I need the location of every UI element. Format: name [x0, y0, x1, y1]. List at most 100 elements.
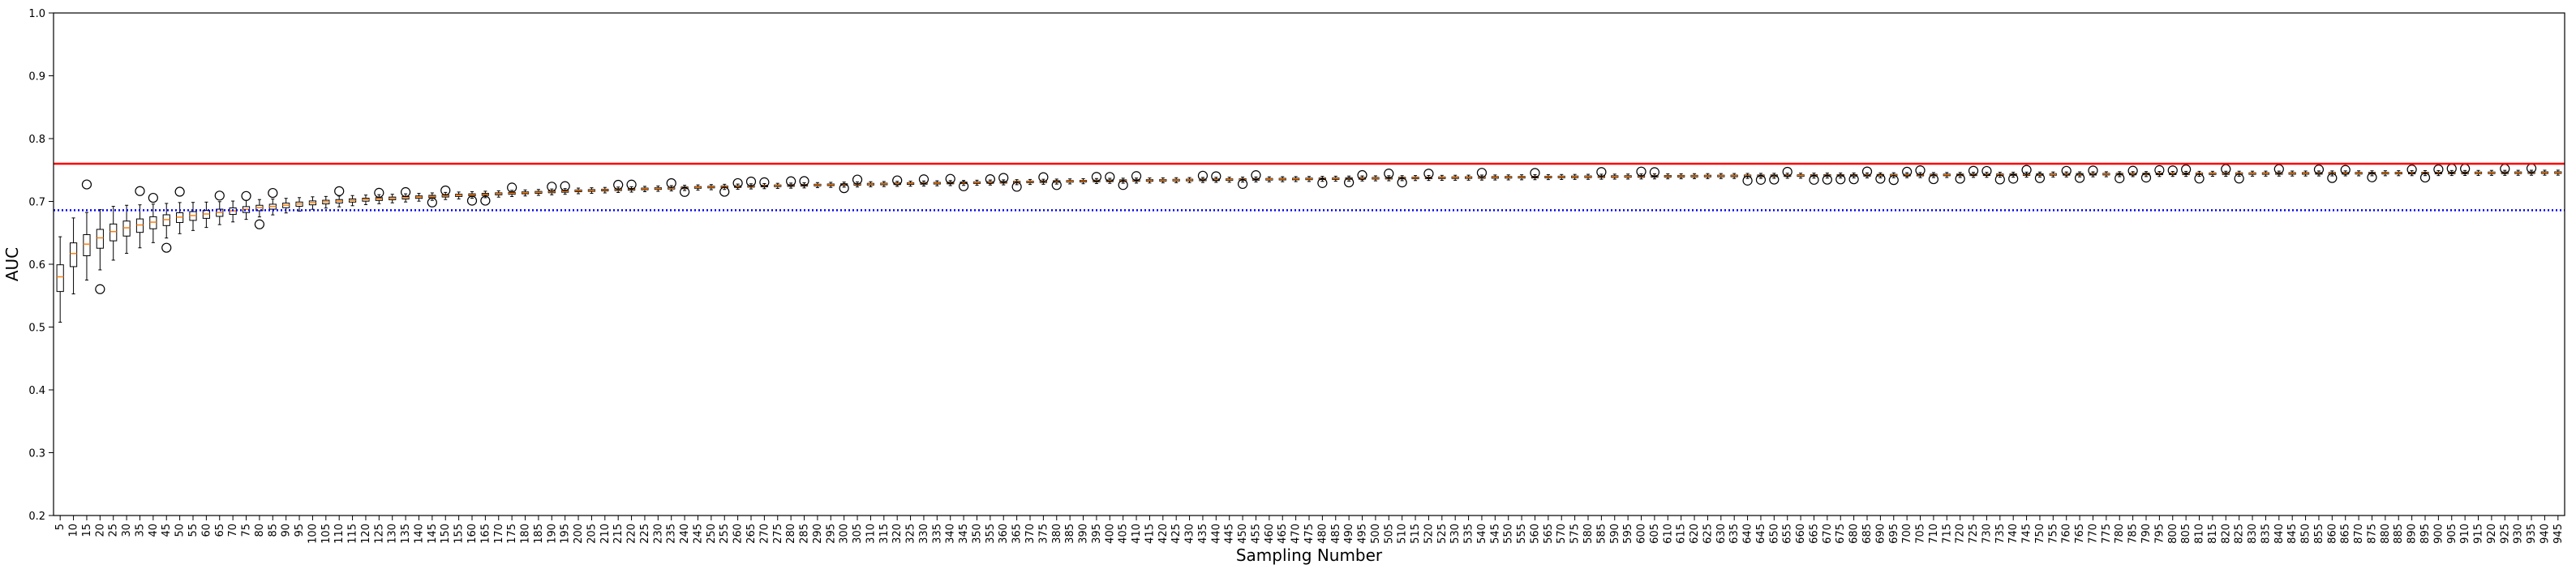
- x-tick-label: 800: [2167, 524, 2179, 544]
- x-tick-label: 325: [905, 524, 917, 544]
- outlier-point: [2154, 165, 2165, 175]
- x-tick-label: 550: [1503, 524, 1515, 544]
- outlier-point: [2140, 172, 2152, 183]
- x-tick-label: 470: [1290, 524, 1303, 544]
- x-tick-label: 260: [732, 524, 745, 544]
- outlier-point: [759, 177, 770, 187]
- x-tick-label: 865: [2340, 524, 2352, 544]
- outlier-point: [1848, 174, 1859, 185]
- outlier-point: [1476, 168, 1488, 178]
- outlier-point: [1596, 167, 1607, 178]
- x-tick-label: 15: [81, 524, 93, 537]
- x-tick-label: 270: [758, 524, 771, 544]
- outlier-point: [1237, 178, 1248, 190]
- x-tick-label: 115: [347, 524, 359, 544]
- x-tick-label: 540: [1476, 524, 1488, 544]
- y-axis-label: AUC: [2, 247, 22, 281]
- outlier-point: [2194, 173, 2205, 184]
- outlier-point: [1211, 171, 1221, 182]
- x-tick-label: 930: [2513, 524, 2525, 544]
- x-tick-label: 545: [1489, 524, 1501, 544]
- x-tick-label: 515: [1410, 524, 1422, 544]
- x-tick-label: 65: [214, 524, 226, 537]
- x-tick-label: 860: [2326, 524, 2338, 544]
- x-tick-label: 940: [2539, 524, 2551, 544]
- y-tick-label: 0.4: [28, 385, 45, 397]
- x-tick-label: 855: [2313, 524, 2325, 544]
- x-tick-label: 200: [573, 524, 585, 544]
- x-tick-label: 475: [1303, 524, 1316, 544]
- outlier-point: [2181, 164, 2192, 175]
- outlier-point: [2327, 173, 2338, 183]
- outlier-point: [1822, 174, 1832, 185]
- x-tick-label: 105: [320, 524, 333, 544]
- outlier-point: [466, 195, 478, 206]
- outlier-point: [666, 178, 676, 189]
- x-tick-label: 245: [692, 524, 704, 544]
- x-tick-label: 495: [1357, 524, 1369, 544]
- x-tick-label: 370: [1024, 524, 1037, 544]
- x-tick-label: 215: [612, 524, 625, 544]
- y-axis: 0.2 0.3 0.4 0.5 0.6 0.7 0.8 0.9 1.0: [28, 8, 54, 523]
- outlier-point: [1809, 174, 1819, 185]
- reference-lines: [54, 162, 2565, 212]
- x-tick-label: 845: [2286, 524, 2299, 544]
- outlier-point: [507, 182, 517, 193]
- x-tick-label: 405: [1118, 524, 1130, 544]
- outlier-point: [1755, 174, 1767, 185]
- x-tick-label: 835: [2260, 524, 2272, 544]
- outlier-point: [719, 186, 730, 197]
- x-tick-label: 25: [108, 524, 120, 537]
- outlier-point: [1782, 166, 1792, 178]
- outlier-point: [2340, 165, 2351, 175]
- outlier-point: [958, 181, 969, 191]
- x-tick-label: 895: [2419, 524, 2432, 544]
- x-tick-label: 600: [1636, 524, 1648, 544]
- x-tick-label: 165: [479, 524, 492, 544]
- x-tick-label: 750: [2034, 524, 2046, 544]
- outlier-point: [2167, 165, 2178, 176]
- x-tick-label: 590: [1609, 524, 1621, 544]
- outlier-point: [613, 179, 624, 190]
- x-tick-label: 345: [958, 524, 970, 544]
- outlier-point: [2088, 165, 2098, 176]
- x-tick-label: 390: [1078, 524, 1090, 544]
- x-tick-label: 705: [1915, 524, 1927, 544]
- x-tick-label: 430: [1184, 524, 1196, 544]
- outlier-point: [1968, 165, 1979, 176]
- outlier-point: [95, 284, 105, 294]
- x-tick-label: 460: [1264, 524, 1276, 544]
- x-tick-label: 500: [1370, 524, 1382, 544]
- outlier-point: [2406, 165, 2417, 175]
- outlier-point: [81, 179, 92, 190]
- x-tick-label: 330: [918, 524, 930, 544]
- outlier-point: [161, 242, 172, 253]
- x-tick-label: 80: [254, 524, 266, 537]
- x-tick-label: 525: [1436, 524, 1449, 544]
- outlier-point: [2433, 164, 2444, 175]
- outlier-point: [1888, 175, 1899, 186]
- x-tick-label: 745: [2021, 524, 2033, 544]
- x-tick-label: 670: [1822, 524, 1834, 544]
- outlier-point: [1105, 172, 1115, 182]
- x-tick-label: 280: [785, 524, 797, 544]
- x-tick-label: 145: [427, 524, 439, 544]
- x-tick-label: 305: [852, 524, 864, 544]
- x-tick-label: 365: [1011, 524, 1024, 544]
- outlier-point: [1317, 178, 1328, 188]
- outlier-point: [1118, 180, 1128, 190]
- x-tick-label: 555: [1516, 524, 1528, 544]
- x-tick-label: 110: [333, 524, 346, 544]
- x-tick-label: 220: [626, 524, 638, 544]
- x-tick-label: 395: [1091, 524, 1103, 544]
- x-tick-label: 825: [2234, 524, 2246, 544]
- x-tick-label: 595: [1622, 524, 1634, 544]
- x-tick-label: 925: [2499, 524, 2511, 544]
- x-tick-label: 870: [2353, 524, 2365, 544]
- box: [135, 218, 144, 233]
- x-tick-label: 415: [1144, 524, 1156, 544]
- x-tick-label: 765: [2074, 524, 2086, 544]
- outlier-point: [334, 186, 345, 196]
- outlier-point: [1994, 174, 2005, 185]
- x-tick-label: 340: [945, 524, 957, 544]
